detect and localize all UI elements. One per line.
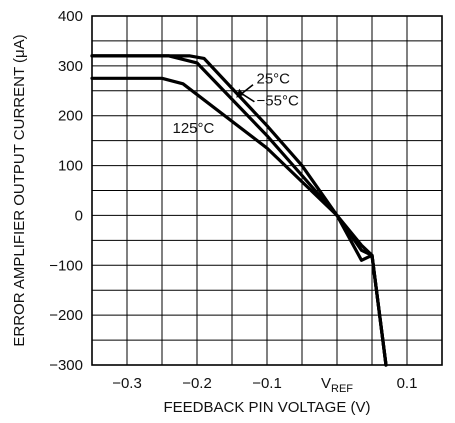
x-tick-label: −0.1	[252, 375, 282, 392]
y-tick-label: −100	[49, 257, 83, 274]
tick-layer: 400 300 200 100 0 −100 −200 −300 −0.3 −0.2 −0.1 VRE…	[49, 8, 417, 395]
x-tick-label: −0.3	[112, 375, 142, 392]
y-tick-label: 400	[58, 8, 83, 25]
series-line-2	[90, 54, 388, 367]
annotation-layer: 25°C −55°C 125°C	[173, 70, 299, 137]
x-axis-title: FEEDBACK PIN VOLTAGE (V)	[164, 399, 371, 416]
grid-layer	[92, 16, 442, 365]
y-tick-label: 200	[58, 108, 83, 125]
y-axis-title: ERROR AMPLIFIER OUTPUT CURRENT (μA)	[11, 34, 28, 346]
series-line-3	[90, 76, 388, 367]
curve-layer	[90, 54, 388, 367]
x-tick-label-subscript: REF	[331, 383, 353, 395]
x-tick-label: 0.1	[397, 375, 418, 392]
series-annotation-3: 125°C	[173, 120, 215, 137]
y-tick-label: 300	[58, 58, 83, 75]
y-tick-label: 100	[58, 158, 83, 175]
series-annotation-1: 25°C	[257, 70, 291, 87]
x-tick-label: −0.2	[182, 375, 212, 392]
x-tick-label-main: V	[321, 375, 331, 392]
annotation-arrowhead	[236, 88, 245, 98]
x-tick-label: VREF	[321, 375, 353, 395]
y-tick-label: −200	[49, 307, 83, 324]
series-annotation-2: −55°C	[257, 93, 299, 110]
plot-frame	[91, 15, 443, 366]
y-tick-label: −300	[49, 357, 83, 374]
series-line-1	[90, 54, 388, 367]
y-tick-label: 0	[75, 207, 83, 224]
